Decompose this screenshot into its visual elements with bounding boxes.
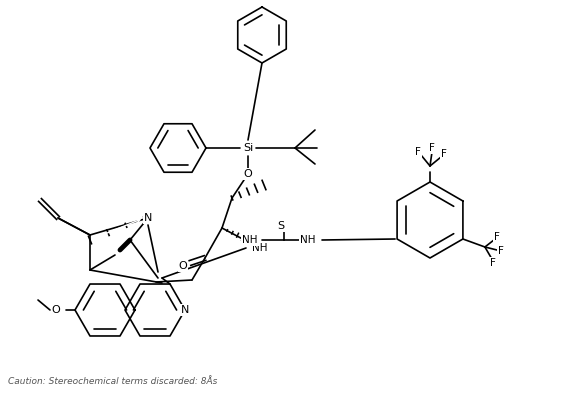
Text: O: O bbox=[243, 169, 252, 179]
Text: Si: Si bbox=[243, 143, 253, 153]
Text: F: F bbox=[441, 149, 447, 159]
Text: S: S bbox=[277, 221, 285, 231]
Text: Caution: Stereochemical terms discarded: 8Ås: Caution: Stereochemical terms discarded:… bbox=[8, 377, 217, 386]
Text: N: N bbox=[144, 213, 152, 223]
Text: N: N bbox=[181, 305, 189, 315]
Text: O: O bbox=[52, 305, 61, 315]
Text: O: O bbox=[179, 261, 187, 271]
Text: NH: NH bbox=[242, 235, 258, 245]
Text: F: F bbox=[415, 147, 421, 157]
Text: F: F bbox=[429, 143, 435, 153]
Text: F: F bbox=[490, 258, 496, 268]
Text: F: F bbox=[494, 232, 500, 242]
Text: NH: NH bbox=[300, 235, 316, 245]
Text: NH: NH bbox=[252, 243, 268, 253]
Text: F: F bbox=[498, 246, 504, 256]
